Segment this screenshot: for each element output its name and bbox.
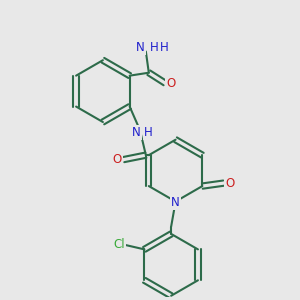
Text: N: N bbox=[171, 196, 180, 208]
Text: N: N bbox=[136, 40, 145, 54]
Text: O: O bbox=[166, 76, 176, 89]
Text: N: N bbox=[132, 126, 140, 139]
Text: H: H bbox=[160, 40, 169, 54]
Text: O: O bbox=[225, 177, 235, 190]
Text: H: H bbox=[149, 40, 158, 54]
Text: O: O bbox=[113, 153, 122, 166]
Text: H: H bbox=[144, 126, 153, 139]
Text: Cl: Cl bbox=[113, 238, 124, 251]
